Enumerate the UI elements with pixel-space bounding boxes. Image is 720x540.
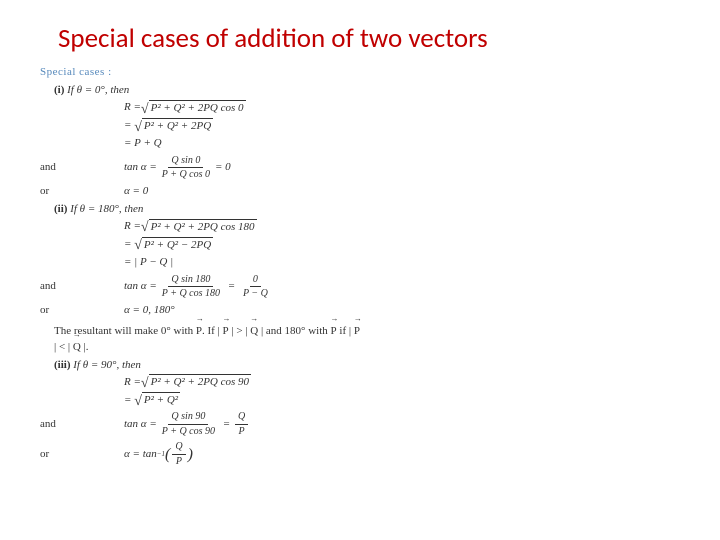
case-2-tan: and tan α = Q sin 180P + Q cos 180 = 0P … [40,273,720,301]
case-2-eq-2: = √P² + Q² − 2PQ [40,237,720,253]
case-1-alpha: or α = 0 [40,184,720,200]
case-2-alpha: or α = 0, 180° [40,303,720,319]
case-3-eq-1: R = √P² + Q² + 2PQ cos 90 [40,374,720,390]
case-2-heading: (ii) If θ = 180°, then [54,202,720,217]
case-3-alpha: or α = tan−1 ( QP ) [40,440,720,468]
case-3-tan: and tan α = Q sin 90P + Q cos 90 = QP [40,410,720,438]
case-1-eq-1: R = √P² + Q² + 2PQ cos 0 [40,100,720,116]
case-1-tan: and tan α = Q sin 0P + Q cos 0 = 0 [40,154,720,182]
resultant-text: The resultant will make 0° with P. If | … [54,323,364,356]
content-region: Special cases : (i) If θ = 0°, then R = … [0,55,720,468]
case-1-heading: (i) If θ = 0°, then [54,83,720,98]
case-2-eq-1: R = √P² + Q² + 2PQ cos 180 [40,219,720,235]
section-label: Special cases : [40,65,720,80]
case-3-eq-2: = √P² + Q² [40,392,720,408]
case-1-eq-2: = √P² + Q² + 2PQ [40,118,720,134]
case-1-eq-3: = P + Q [40,136,720,152]
case-3-heading: (iii) If θ = 90°, then [54,358,720,373]
case-2-eq-3: = | P − Q | [40,255,720,271]
page-title: Special cases of addition of two vectors [0,0,720,55]
